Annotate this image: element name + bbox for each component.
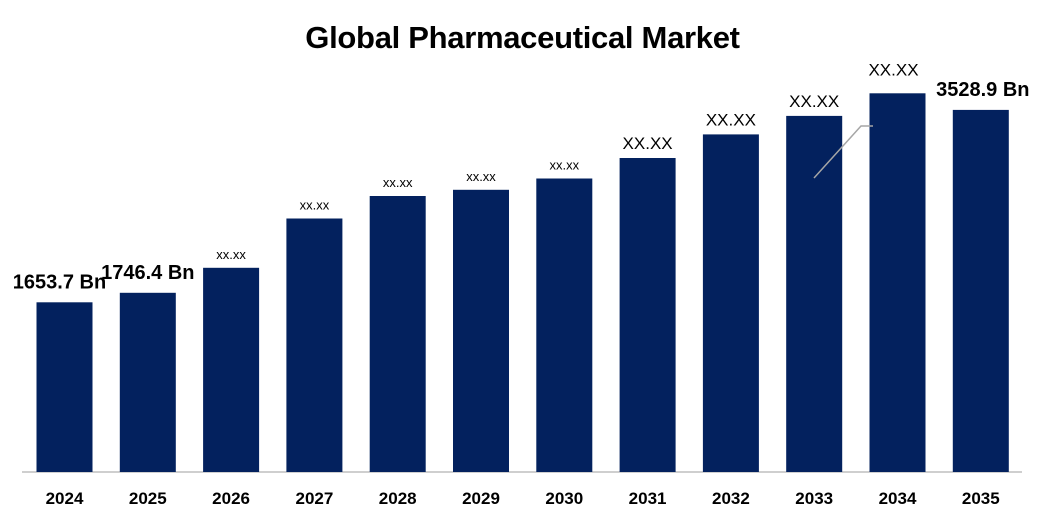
bar-2025 xyxy=(119,292,176,472)
tick-label-2034: 2034 xyxy=(879,489,917,508)
tick-label-2026: 2026 xyxy=(212,489,250,508)
bar-2033 xyxy=(786,115,843,473)
bar-2027 xyxy=(286,218,343,472)
tick-label-2028: 2028 xyxy=(379,489,417,508)
data-label-2024: 1653.7 Bn xyxy=(13,271,106,293)
bar-2034 xyxy=(869,93,926,473)
bar-2032 xyxy=(702,134,759,472)
bar-2028 xyxy=(369,196,426,472)
data-label-2027: xx.xx xyxy=(300,198,330,213)
data-label-2029: xx.xx xyxy=(466,169,496,184)
tick-label-2030: 2030 xyxy=(545,489,583,508)
tick-label-2031: 2031 xyxy=(629,489,667,508)
tick-label-2029: 2029 xyxy=(462,489,500,508)
data-label-2025: 1746.4 Bn xyxy=(101,262,194,284)
tick-label-2027: 2027 xyxy=(295,489,333,508)
data-label-2031: XX.XX xyxy=(623,134,673,153)
bar-2030 xyxy=(536,178,593,472)
data-label-2034: XX.XX xyxy=(868,60,918,79)
bar-2024 xyxy=(36,302,93,472)
data-label-2026: xx.xx xyxy=(216,247,246,262)
tick-label-2025: 2025 xyxy=(129,489,167,508)
leader-line-2034 xyxy=(813,125,873,179)
tick-label-2033: 2033 xyxy=(795,489,833,508)
data-label-2030: xx.xx xyxy=(549,158,579,173)
bar-2035 xyxy=(952,109,1009,473)
tick-label-2032: 2032 xyxy=(712,489,750,508)
data-label-2028: xx.xx xyxy=(383,175,413,190)
bar-2031 xyxy=(619,158,676,472)
data-label-2033: XX.XX xyxy=(789,92,839,111)
bar-2029 xyxy=(453,189,509,473)
tick-label-2035: 2035 xyxy=(962,489,1000,508)
data-label-2035: 3528.9 Bn xyxy=(936,79,1029,101)
data-label-2032: XX.XX xyxy=(706,110,756,129)
bar-2026 xyxy=(203,267,260,472)
chart-title: Global Pharmaceutical Market xyxy=(305,20,740,55)
tick-label-2024: 2024 xyxy=(46,489,84,508)
